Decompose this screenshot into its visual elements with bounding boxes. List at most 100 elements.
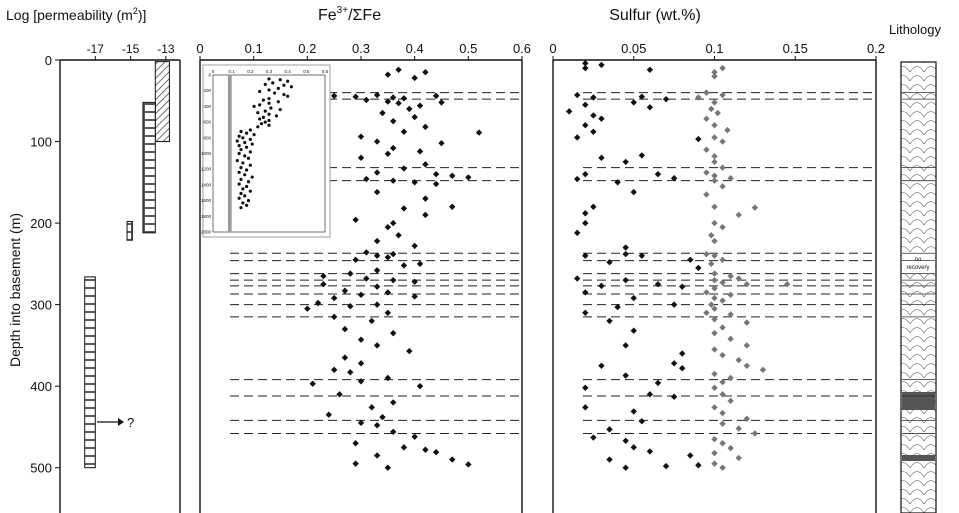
fe-data-point [400, 205, 408, 212]
fe-data-point [373, 138, 381, 145]
sulfur-data-point [646, 104, 654, 111]
inset-point [239, 191, 243, 196]
question-mark: ? [127, 415, 134, 430]
sulfur-data-point [719, 279, 726, 286]
fe-data-point [390, 428, 397, 436]
fe-data-point [416, 148, 424, 155]
inset-y-tick-label: 400 [203, 104, 211, 109]
sulfur-data-point [743, 362, 750, 369]
sulfur-data-point [719, 420, 726, 427]
inset-point [267, 123, 271, 127]
sulfur-data-point [719, 391, 726, 398]
fe-data-point [363, 96, 370, 104]
sulfur-data-point [630, 188, 637, 196]
sulfur-data-point [598, 61, 605, 69]
sulfur-data-point [574, 229, 581, 237]
sulfur-data-point [582, 384, 589, 391]
sulfur-data-point [719, 183, 726, 190]
sulfur-data-point [711, 329, 718, 337]
sulfur-data-point [582, 309, 589, 316]
fe-data-point [390, 94, 397, 101]
inset-point [245, 145, 249, 149]
sulfur-data-points [565, 60, 791, 471]
sulfur-data-point [582, 122, 589, 129]
inset-point [246, 180, 251, 184]
inset-point [239, 177, 243, 182]
sulfur-data-point [719, 351, 726, 359]
inset-point [267, 101, 271, 105]
sulfur-data-point [711, 435, 718, 443]
inset-point [239, 129, 243, 134]
depth-axis-label: Depth into basement (m) [7, 213, 23, 367]
inset-point [241, 136, 245, 140]
fe-data-point [341, 354, 349, 361]
sulfur-data-point [708, 232, 715, 239]
sulfur-data-point [743, 281, 750, 288]
perm-x-tick-label: -17 [87, 42, 105, 56]
inset-point [250, 175, 254, 179]
fe-x-tick-label: 0.4 [406, 41, 424, 56]
inset-point [248, 189, 252, 193]
fe-data-point [406, 347, 413, 355]
inset-point [263, 109, 267, 113]
depth-y-ticks: 0 100 200 300 400 500 [30, 53, 60, 476]
inset-plot: 0 0.1 0.2 0.3 0.4 0.5 0.6 0 200 400 600 800 1000 1200… [201, 64, 331, 238]
sulfur-data-point [711, 460, 718, 467]
sulfur-data-point [727, 374, 734, 382]
sulfur-data-point [735, 211, 742, 219]
inset-point [261, 115, 265, 119]
inset-y-tick-label: 200 [203, 88, 211, 93]
sulfur-data-point [703, 115, 710, 122]
fe-data-point [373, 301, 381, 308]
inset-point [250, 142, 254, 146]
fe-data-point [373, 237, 381, 245]
inset-point [267, 118, 271, 123]
fe-data-point [363, 275, 370, 282]
fe-x-tick-label: 0.5 [459, 41, 477, 56]
sulfur-data-point [654, 281, 662, 288]
lithology-title: Lithology [889, 22, 942, 37]
inset-point [267, 88, 271, 92]
fe-data-point [411, 293, 418, 300]
fe-data-point [384, 289, 392, 296]
sulfur-data-point [727, 175, 734, 182]
inset-y-tick-label: 1400 [201, 182, 212, 187]
inset-point [282, 93, 286, 97]
fe-data-point [347, 270, 354, 277]
depth-tick-label: 500 [30, 461, 52, 476]
sulfur-dashed-lines [583, 92, 876, 434]
sulfur-data-point [622, 244, 629, 251]
inset-x-tick-label: 0.1 [229, 69, 236, 74]
inset-point [263, 120, 267, 124]
sulfur-data-point [606, 259, 613, 266]
sulfur-data-point [590, 203, 597, 210]
sulfur-data-point [638, 252, 646, 259]
sulfur-data-point [727, 272, 734, 280]
sulfur-data-point [695, 264, 702, 272]
sulfur-data-point [582, 289, 589, 296]
inset-point [237, 196, 241, 200]
fe-data-point [373, 422, 381, 429]
sulfur-data-point [662, 95, 670, 103]
fe-data-point [411, 433, 418, 440]
sulfur-data-point [711, 316, 718, 323]
sulfur-data-point [711, 219, 718, 227]
sulfur-data-point [727, 444, 734, 452]
fe-data-point [330, 366, 338, 374]
sulfur-data-point [565, 108, 573, 115]
sulfur-data-point [574, 275, 581, 282]
inset-point [286, 79, 290, 83]
fe-data-point [368, 404, 375, 411]
sulfur-data-point [622, 276, 629, 284]
fe-data-point [465, 174, 472, 181]
permeability-title: Log [permeability (m2)] [6, 6, 146, 23]
inset-point [261, 98, 265, 102]
sulfur-data-point [703, 289, 710, 296]
fe-data-point [422, 446, 429, 453]
sulfur-data-point [630, 327, 637, 334]
sulfur-data-point [703, 250, 710, 258]
sulfur-data-point [590, 128, 597, 135]
inset-point [258, 117, 262, 121]
fe-data-point [465, 461, 472, 468]
inset-axes [212, 74, 326, 233]
